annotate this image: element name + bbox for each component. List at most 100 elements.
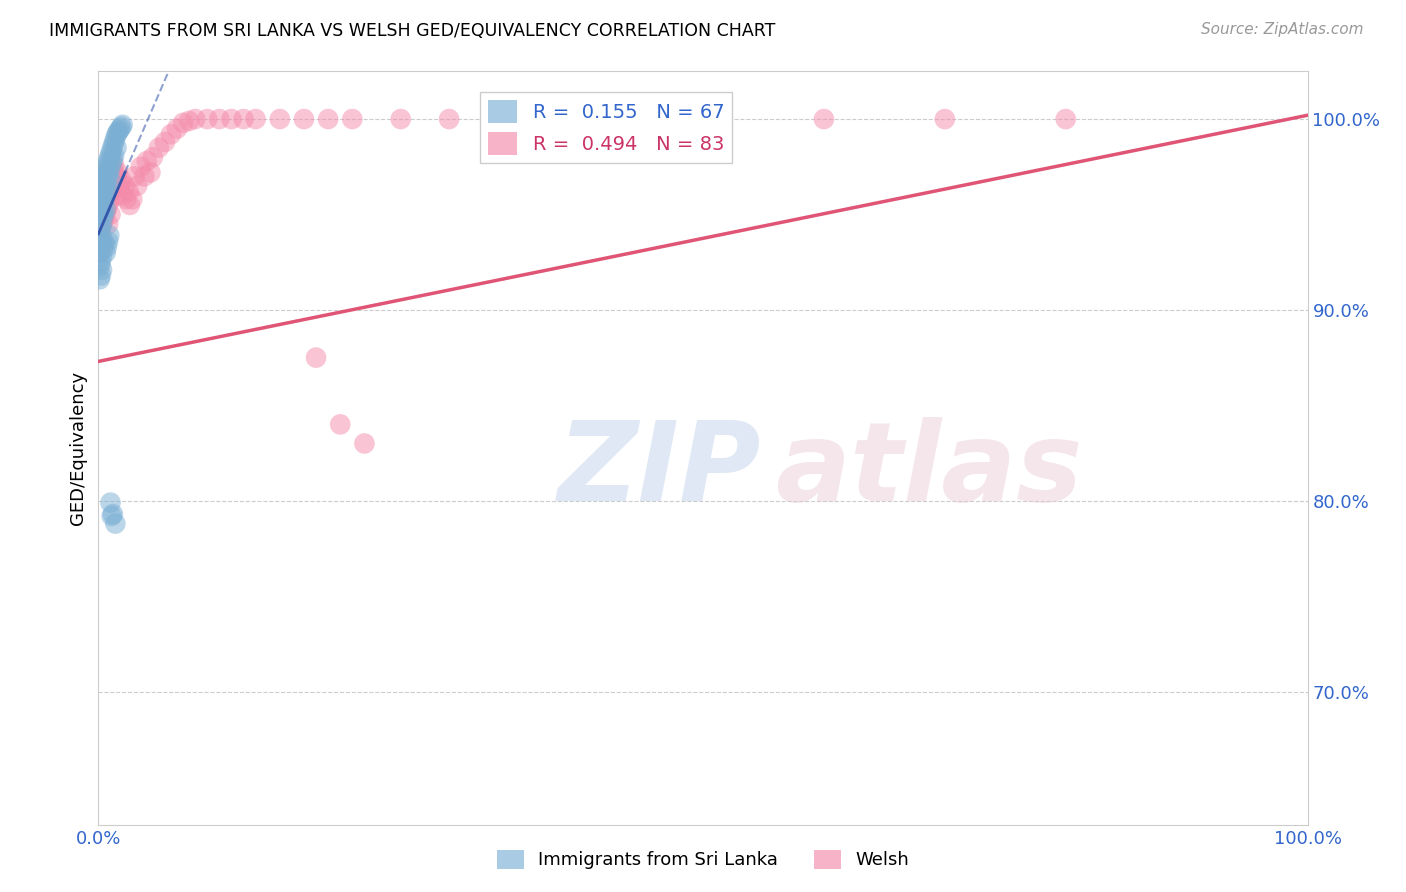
Point (96, 183, 118, 197)
Point (91, 230, 114, 244)
Point (134, 169, 156, 184)
Point (111, 118, 134, 132)
Point (107, 125, 129, 139)
Point (104, 131, 127, 145)
Point (208, 112, 231, 126)
Text: Source: ZipAtlas.com: Source: ZipAtlas.com (1201, 22, 1364, 37)
Point (166, 121, 188, 136)
Point (93, 210, 115, 224)
Point (115, 192, 138, 206)
Point (96, 240, 118, 254)
Point (91, 217, 114, 231)
Point (100, 173, 122, 187)
Point (91, 217, 114, 231)
Point (93, 171, 115, 186)
Point (148, 141, 170, 155)
Point (342, 112, 364, 126)
Point (100, 495, 122, 509)
Point (1054, 112, 1077, 126)
Point (91, 198, 114, 212)
Point (105, 128, 128, 142)
Point (100, 169, 122, 184)
Point (100, 156, 122, 170)
Point (103, 177, 125, 191)
Point (101, 161, 124, 176)
Point (100, 508, 122, 523)
Point (110, 173, 132, 187)
Point (100, 146, 122, 161)
Point (93, 236, 115, 251)
Point (96, 158, 118, 172)
Point (91, 169, 114, 184)
Point (94, 168, 117, 182)
Point (98, 228, 121, 243)
Point (94, 188, 117, 202)
Point (91, 196, 114, 211)
Point (91, 194, 114, 208)
Point (97, 217, 120, 231)
Point (101, 507, 124, 521)
Point (98, 150, 121, 164)
Point (91, 183, 114, 197)
Point (437, 112, 460, 126)
Point (305, 351, 328, 365)
Point (91, 175, 114, 189)
Point (103, 158, 125, 172)
Text: ZIP: ZIP (558, 417, 762, 524)
Point (89, 188, 111, 202)
Point (547, 112, 569, 126)
Point (118, 185, 141, 199)
Legend: Immigrants from Sri Lanka, Welsh: Immigrants from Sri Lanka, Welsh (488, 841, 918, 879)
Point (89, 203, 111, 218)
Point (269, 112, 291, 126)
Point (90, 183, 112, 197)
Point (316, 112, 339, 126)
Point (127, 178, 149, 193)
Point (124, 169, 146, 184)
Point (135, 154, 157, 169)
Point (104, 173, 127, 187)
Point (389, 112, 412, 126)
Point (179, 114, 201, 128)
Point (96, 163, 118, 178)
Point (98, 194, 121, 208)
Point (172, 116, 194, 130)
Point (90, 220, 112, 235)
Point (101, 138, 124, 153)
Point (153, 135, 176, 149)
Point (486, 112, 509, 126)
Point (91, 188, 114, 202)
Point (90, 255, 112, 269)
Point (139, 165, 162, 179)
Point (93, 178, 115, 193)
Point (94, 245, 117, 260)
Point (93, 165, 115, 179)
Point (97, 180, 120, 194)
Point (129, 160, 152, 174)
Point (90, 178, 112, 193)
Point (94, 161, 117, 176)
Point (105, 141, 128, 155)
Point (100, 207, 122, 221)
Point (91, 250, 114, 264)
Point (93, 205, 115, 219)
Point (108, 180, 131, 194)
Text: atlas: atlas (776, 417, 1083, 524)
Point (245, 112, 267, 126)
Point (89, 188, 111, 202)
Point (108, 121, 131, 136)
Point (90, 220, 112, 235)
Point (96, 185, 118, 199)
Point (100, 160, 122, 174)
Point (118, 198, 141, 212)
Point (103, 135, 125, 149)
Point (619, 112, 641, 126)
Point (97, 178, 120, 193)
Point (221, 112, 243, 126)
Point (111, 188, 134, 202)
Point (934, 112, 956, 126)
Point (184, 112, 207, 126)
Point (232, 112, 254, 126)
Point (90, 268, 112, 283)
Point (91, 203, 114, 218)
